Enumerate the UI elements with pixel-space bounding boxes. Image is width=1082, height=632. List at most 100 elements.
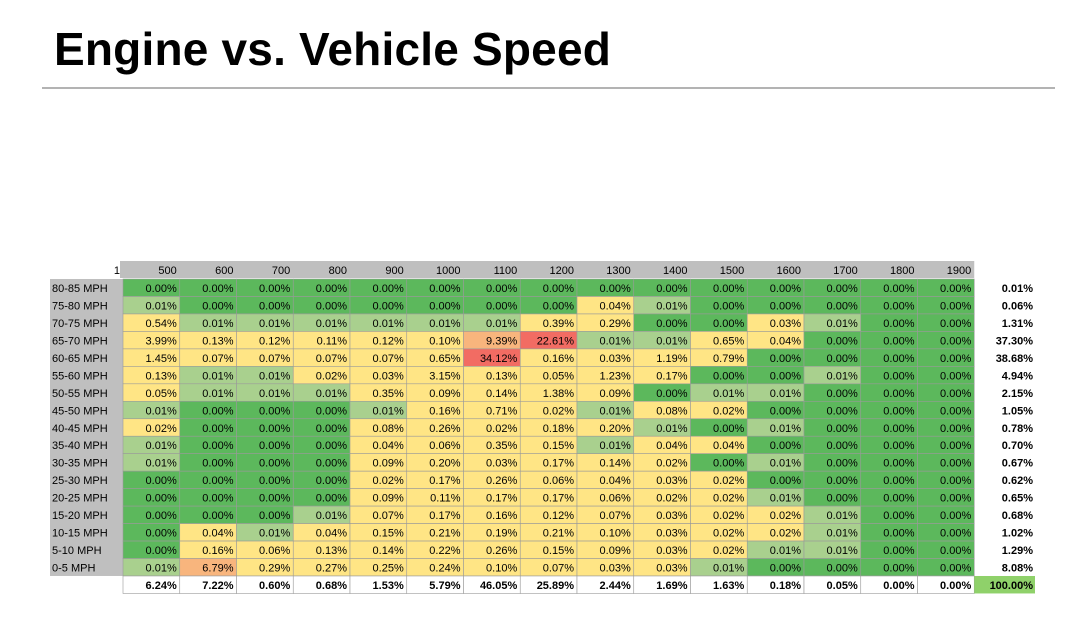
cell-value-r0-c7: 0.00%	[543, 283, 574, 295]
cell-value-r8-c12: 0.00%	[827, 423, 858, 435]
cell-value-r11-c14: 0.00%	[940, 475, 971, 487]
cell-value-r16-c12: 0.00%	[827, 563, 858, 575]
cell-value-r16-c14: 0.00%	[940, 563, 971, 575]
cell-value-r15-c3: 0.13%	[316, 545, 347, 557]
cell-value-r4-c8: 0.03%	[600, 353, 631, 365]
cell-value-r9-c11: 0.00%	[770, 440, 801, 452]
cell-value-r6-c7: 1.38%	[543, 388, 574, 400]
cell-value-r14-c7: 0.21%	[543, 528, 574, 540]
cell-value-r13-c2: 0.00%	[259, 510, 290, 522]
column-header-700: 700	[272, 265, 290, 277]
cell-value-r1-c5: 0.00%	[429, 300, 460, 312]
cell-value-r4-c2: 0.07%	[259, 353, 290, 365]
column-total-1: 7.22%	[202, 580, 233, 592]
cell-value-r15-c8: 0.09%	[600, 545, 631, 557]
cell-value-r14-c8: 0.10%	[600, 528, 631, 540]
cell-value-r15-c11: 0.01%	[770, 545, 801, 557]
cell-value-r8-c1: 0.00%	[202, 423, 233, 435]
row-total-9: 0.70%	[1002, 440, 1033, 452]
cell-value-r16-c13: 0.00%	[883, 563, 914, 575]
cell-value-r9-c10: 0.04%	[713, 440, 744, 452]
cell-value-r8-c13: 0.00%	[883, 423, 914, 435]
cell-value-r11-c10: 0.02%	[713, 475, 744, 487]
cell-value-r4-c4: 0.07%	[373, 353, 404, 365]
cell-value-r11-c1: 0.00%	[202, 475, 233, 487]
column-total-12: 0.05%	[827, 580, 858, 592]
cell-value-r2-c3: 0.01%	[316, 318, 347, 330]
cell-value-r10-c11: 0.01%	[770, 458, 801, 470]
cell-value-r4-c10: 0.79%	[713, 353, 744, 365]
cell-value-r10-c2: 0.00%	[259, 458, 290, 470]
cell-value-r2-c6: 0.01%	[486, 318, 517, 330]
cell-value-r5-c6: 0.13%	[486, 370, 517, 382]
cell-value-r4-c12: 0.00%	[827, 353, 858, 365]
cell-value-r15-c14: 0.00%	[940, 545, 971, 557]
cell-value-r12-c11: 0.01%	[770, 493, 801, 505]
cell-value-r0-c10: 0.00%	[713, 283, 744, 295]
cell-value-r12-c0: 0.00%	[146, 493, 177, 505]
corner-label: 1	[114, 265, 120, 277]
cell-value-r11-c6: 0.26%	[486, 475, 517, 487]
column-header-1300: 1300	[606, 265, 630, 277]
cell-value-r0-c14: 0.00%	[940, 283, 971, 295]
cell-value-r3-c6: 9.39%	[486, 335, 517, 347]
cell-value-r6-c2: 0.01%	[259, 388, 290, 400]
cell-value-r4-c6: 34.12%	[480, 353, 518, 365]
row-total-15: 1.29%	[1002, 545, 1033, 557]
cell-value-r3-c13: 0.00%	[883, 335, 914, 347]
cell-value-r8-c2: 0.00%	[259, 423, 290, 435]
cell-value-r8-c3: 0.00%	[316, 423, 347, 435]
cell-value-r7-c6: 0.71%	[486, 405, 517, 417]
cell-value-r12-c3: 0.00%	[316, 493, 347, 505]
row-total-4: 38.68%	[996, 353, 1034, 365]
column-header-1700: 1700	[833, 265, 857, 277]
column-header-1600: 1600	[777, 265, 801, 277]
cell-value-r7-c7: 0.02%	[543, 405, 574, 417]
cell-value-r7-c0: 0.01%	[146, 405, 177, 417]
cell-value-r11-c9: 0.03%	[656, 475, 687, 487]
cell-value-r14-c6: 0.19%	[486, 528, 517, 540]
cell-value-r12-c13: 0.00%	[883, 493, 914, 505]
cell-value-r0-c0: 0.00%	[146, 283, 177, 295]
title-divider	[42, 87, 1055, 89]
cell-value-r16-c9: 0.03%	[656, 563, 687, 575]
column-header-1900: 1900	[947, 265, 971, 277]
cell-value-r9-c6: 0.35%	[486, 440, 517, 452]
cell-value-r1-c9: 0.01%	[656, 300, 687, 312]
cell-value-r6-c4: 0.35%	[373, 388, 404, 400]
cell-value-r7-c4: 0.01%	[373, 405, 404, 417]
cell-value-r2-c11: 0.03%	[770, 318, 801, 330]
cell-value-r0-c2: 0.00%	[259, 283, 290, 295]
cell-value-r6-c10: 0.01%	[713, 388, 744, 400]
cell-value-r2-c4: 0.01%	[373, 318, 404, 330]
cell-value-r2-c2: 0.01%	[259, 318, 290, 330]
cell-value-r12-c2: 0.00%	[259, 493, 290, 505]
row-total-10: 0.67%	[1002, 458, 1033, 470]
row-label-9: 35-40 MPH	[52, 440, 108, 452]
cell-value-r13-c4: 0.07%	[373, 510, 404, 522]
cell-value-r2-c9: 0.00%	[656, 318, 687, 330]
cell-value-r5-c1: 0.01%	[202, 370, 233, 382]
cell-value-r14-c9: 0.03%	[656, 528, 687, 540]
cell-value-r2-c14: 0.00%	[940, 318, 971, 330]
cell-value-r2-c5: 0.01%	[429, 318, 460, 330]
row-label-8: 40-45 MPH	[52, 423, 108, 435]
cell-value-r5-c11: 0.00%	[770, 370, 801, 382]
cell-value-r6-c8: 0.09%	[600, 388, 631, 400]
cell-value-r10-c13: 0.00%	[883, 458, 914, 470]
cell-value-r13-c14: 0.00%	[940, 510, 971, 522]
cell-value-r1-c2: 0.00%	[259, 300, 290, 312]
cell-value-r9-c3: 0.00%	[316, 440, 347, 452]
cell-value-r11-c2: 0.00%	[259, 475, 290, 487]
cell-value-r3-c12: 0.00%	[827, 335, 858, 347]
cell-value-r9-c4: 0.04%	[373, 440, 404, 452]
column-total-14: 0.00%	[940, 580, 971, 592]
cell-value-r4-c0: 1.45%	[146, 353, 177, 365]
cell-value-r5-c5: 3.15%	[429, 370, 460, 382]
cell-value-r0-c8: 0.00%	[600, 283, 631, 295]
column-header-1800: 1800	[890, 265, 914, 277]
cell-value-r12-c5: 0.11%	[430, 493, 461, 505]
cell-value-r3-c3: 0.11%	[317, 335, 348, 347]
cell-value-r15-c6: 0.26%	[486, 545, 517, 557]
column-total-4: 1.53%	[373, 580, 404, 592]
